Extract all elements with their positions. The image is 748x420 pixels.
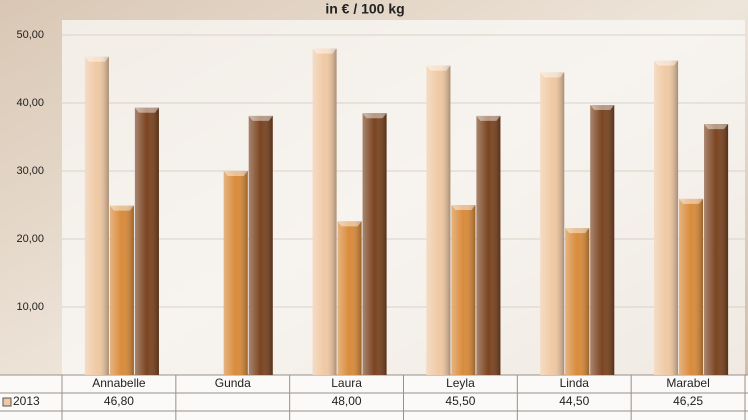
bar-shade bbox=[590, 105, 615, 375]
x-tick-label: Linda bbox=[560, 376, 590, 390]
bar-cap bbox=[312, 48, 337, 54]
table-value: 44,50 bbox=[559, 394, 589, 408]
bar-cap bbox=[362, 113, 387, 119]
bar-shade bbox=[565, 228, 590, 375]
bar-cap bbox=[426, 65, 451, 71]
bar-cap bbox=[590, 105, 615, 111]
bar-cap bbox=[476, 115, 501, 121]
bar-shade bbox=[223, 171, 248, 375]
bar-shade bbox=[109, 205, 134, 375]
x-tick-label: Gunda bbox=[215, 376, 251, 390]
bar-shade bbox=[84, 56, 109, 375]
bar-cap bbox=[109, 205, 134, 211]
y-tick-label: 50,00 bbox=[16, 29, 44, 41]
bar-cap bbox=[84, 56, 109, 62]
bar-shade bbox=[248, 115, 273, 376]
bar-shade bbox=[654, 60, 679, 375]
table-value: 45,50 bbox=[445, 394, 475, 408]
bar-shade bbox=[451, 205, 476, 375]
bar-cap bbox=[134, 107, 159, 113]
bar-shade bbox=[337, 221, 362, 375]
y-tick-label: 30,00 bbox=[16, 165, 44, 177]
bar-shade bbox=[362, 113, 387, 375]
bar-shade bbox=[312, 48, 337, 375]
y-tick-label: 10,00 bbox=[16, 301, 44, 313]
bar-cap bbox=[337, 221, 362, 227]
bar-shade bbox=[540, 72, 565, 376]
x-tick-label: Annabelle bbox=[92, 376, 146, 390]
bar-cap bbox=[704, 124, 729, 130]
bar-cap bbox=[248, 115, 273, 121]
data-table bbox=[0, 375, 748, 420]
bar-cap bbox=[451, 205, 476, 210]
x-tick-label: Leyla bbox=[446, 376, 475, 390]
y-tick-label: 40,00 bbox=[16, 97, 44, 109]
bar-cap bbox=[679, 198, 704, 204]
plot-area bbox=[62, 20, 745, 375]
x-tick-label: Laura bbox=[331, 376, 362, 390]
legend-label: 2013 bbox=[13, 394, 40, 408]
bar-cap bbox=[540, 72, 565, 78]
bar-shade bbox=[476, 115, 501, 376]
bar-cap bbox=[654, 60, 679, 66]
bar-shade bbox=[704, 124, 729, 375]
bar-cap bbox=[565, 228, 590, 234]
legend-swatch bbox=[2, 397, 12, 407]
table-value: 48,00 bbox=[332, 394, 362, 408]
bar-shade bbox=[426, 65, 451, 375]
bar-shade bbox=[134, 107, 159, 375]
chart-title: in € / 100 kg bbox=[325, 1, 404, 17]
y-tick-label: 20,00 bbox=[16, 233, 44, 245]
x-tick-label: Marabel bbox=[666, 376, 709, 390]
table-value: 46,80 bbox=[104, 394, 134, 408]
bar-shade bbox=[679, 198, 704, 375]
table-value: 46,25 bbox=[673, 394, 703, 408]
bar-cap bbox=[223, 171, 248, 176]
